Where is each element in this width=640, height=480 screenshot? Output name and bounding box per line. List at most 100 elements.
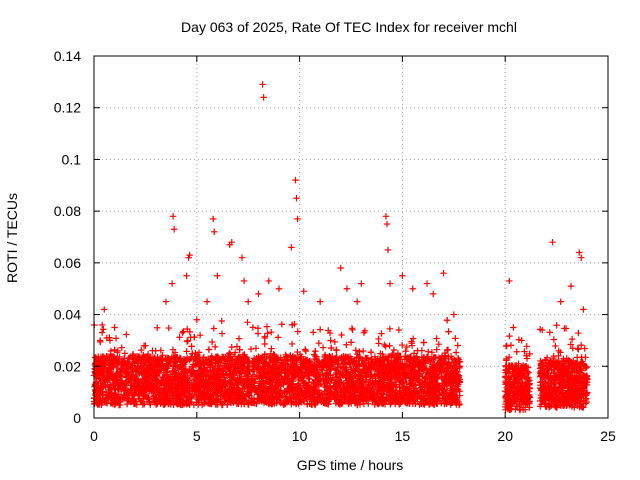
data-point xyxy=(429,387,436,394)
data-point xyxy=(172,362,180,369)
data-point xyxy=(271,371,278,378)
data-point xyxy=(445,328,452,335)
data-point xyxy=(333,377,340,385)
data-point xyxy=(355,367,363,374)
data-point xyxy=(197,392,204,399)
data-point xyxy=(345,399,352,407)
data-point xyxy=(408,391,416,399)
data-point xyxy=(186,328,194,336)
data-point xyxy=(450,376,457,383)
data-point xyxy=(378,399,385,407)
data-point xyxy=(338,379,345,386)
data-point xyxy=(322,359,330,366)
data-point xyxy=(341,384,348,391)
data-point xyxy=(425,348,432,355)
data-point xyxy=(129,392,136,399)
data-point xyxy=(331,338,338,346)
data-point xyxy=(135,353,143,360)
data-point xyxy=(524,385,531,393)
data-point xyxy=(181,375,188,382)
data-point xyxy=(432,385,440,392)
data-point xyxy=(427,368,434,375)
data-point xyxy=(221,397,228,405)
data-point xyxy=(310,329,317,336)
data-point xyxy=(427,392,435,399)
data-point xyxy=(369,375,377,382)
data-point xyxy=(372,378,380,385)
data-point xyxy=(266,363,273,371)
data-point xyxy=(211,343,219,351)
data-point xyxy=(376,382,384,389)
data-point xyxy=(410,354,417,362)
data-point xyxy=(124,358,131,365)
data-point xyxy=(410,376,418,383)
data-point xyxy=(138,346,145,354)
data-point xyxy=(449,388,457,395)
data-point xyxy=(167,373,174,380)
data-point xyxy=(516,370,523,377)
data-point xyxy=(325,327,332,334)
data-point xyxy=(178,397,185,404)
data-point xyxy=(307,359,314,367)
data-point xyxy=(323,358,331,365)
data-point xyxy=(102,373,110,381)
data-point xyxy=(213,353,221,360)
data-point xyxy=(446,378,453,386)
data-point xyxy=(359,356,367,364)
data-point xyxy=(124,390,131,397)
data-point xyxy=(116,401,124,409)
data-point xyxy=(235,335,243,342)
data-point xyxy=(310,365,317,372)
data-point xyxy=(297,397,304,404)
data-point xyxy=(287,395,294,402)
data-point xyxy=(382,343,389,350)
data-point xyxy=(149,380,156,388)
data-point xyxy=(438,353,446,361)
data-point xyxy=(390,346,398,354)
data-point xyxy=(182,382,189,390)
data-point xyxy=(386,342,393,349)
data-point xyxy=(115,395,122,402)
data-point xyxy=(386,325,394,333)
data-point xyxy=(263,323,271,330)
data-point xyxy=(523,352,530,359)
data-point xyxy=(243,390,251,397)
data-point xyxy=(121,395,129,402)
data-point xyxy=(115,385,122,393)
data-point xyxy=(291,363,298,370)
data-point xyxy=(440,395,448,402)
data-point xyxy=(311,351,318,358)
data-point xyxy=(306,384,314,392)
data-point xyxy=(333,369,340,377)
data-point xyxy=(346,360,353,367)
data-point xyxy=(204,355,212,363)
data-point xyxy=(521,398,528,405)
data-point xyxy=(169,346,177,353)
data-point xyxy=(285,379,292,386)
data-point xyxy=(274,387,282,395)
data-point xyxy=(384,385,392,393)
data-point xyxy=(503,380,511,387)
data-point xyxy=(376,380,383,388)
data-point xyxy=(154,368,162,376)
data-point xyxy=(347,339,355,346)
data-points xyxy=(90,81,591,414)
data-point xyxy=(241,369,248,377)
data-point xyxy=(235,391,243,399)
data-point xyxy=(221,362,228,370)
data-point xyxy=(369,397,376,405)
data-point xyxy=(439,390,447,397)
data-point xyxy=(391,371,398,379)
data-point xyxy=(255,372,263,380)
data-point xyxy=(260,371,267,379)
data-point xyxy=(228,343,235,351)
data-point xyxy=(509,363,516,370)
data-point xyxy=(444,346,452,353)
data-point xyxy=(360,329,368,336)
data-point xyxy=(575,346,582,353)
data-point xyxy=(214,356,221,363)
data-point xyxy=(124,378,132,385)
data-point xyxy=(324,383,331,390)
data-point xyxy=(292,372,299,379)
